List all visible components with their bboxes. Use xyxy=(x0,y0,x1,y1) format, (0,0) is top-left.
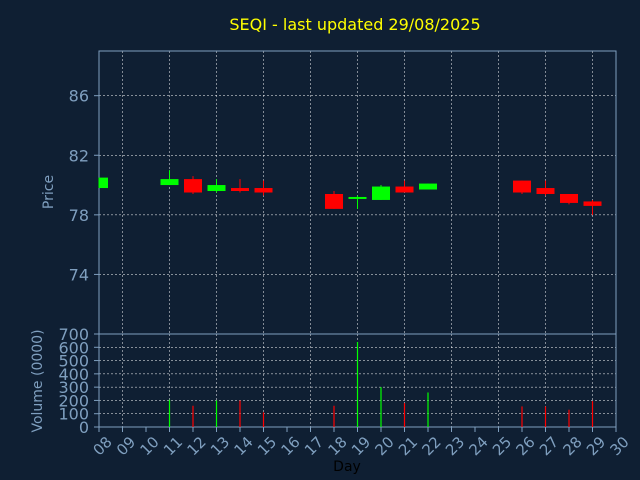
day-tick-label: 17 xyxy=(301,433,327,459)
day-axis-label: Day xyxy=(333,459,361,475)
day-tick-label: 24 xyxy=(466,433,492,459)
day-tick-label: 11 xyxy=(160,433,186,459)
candle-body xyxy=(583,201,602,206)
volume-tick-label: 600 xyxy=(58,338,89,357)
day-tick-label: 13 xyxy=(207,433,233,459)
volume-tick-label: 500 xyxy=(58,352,89,371)
candle-body xyxy=(395,186,414,193)
candle-body xyxy=(513,180,531,193)
day-tick-label: 15 xyxy=(254,433,280,459)
day-tick-label: 18 xyxy=(325,433,351,459)
price-tick-label: 78 xyxy=(69,206,89,225)
candle-body xyxy=(254,188,273,193)
candle-body xyxy=(372,186,390,200)
candles xyxy=(98,170,602,215)
candle-body xyxy=(419,183,437,190)
price-panel: 74 78 82 86 Price xyxy=(41,50,617,335)
candle-body xyxy=(325,193,343,209)
volume-tick-label: 100 xyxy=(58,405,89,424)
day-tick-label: 14 xyxy=(231,433,257,459)
day-tick-label: 19 xyxy=(348,433,374,459)
candle-body xyxy=(348,196,367,199)
day-tick-label: 25 xyxy=(489,433,515,459)
price-tick-label: 82 xyxy=(69,146,89,165)
day-tick-label: 21 xyxy=(395,433,421,459)
candle-body xyxy=(207,185,226,192)
day-tick-label: 10 xyxy=(137,433,163,459)
volume-bars xyxy=(168,341,594,427)
volume-tick-label: 700 xyxy=(58,325,89,344)
chart-title: SEQI - last updated 29/08/2025 xyxy=(229,15,480,34)
day-tick-label: 20 xyxy=(372,433,398,459)
price-ticks: 74 78 82 86 xyxy=(69,87,99,284)
day-tick-label: 23 xyxy=(442,433,468,459)
day-tick-label: 16 xyxy=(278,433,304,459)
day-tick-label: 28 xyxy=(560,433,586,459)
candle-body xyxy=(231,188,249,192)
day-tick-label: 09 xyxy=(113,433,139,459)
volume-tick-label: 200 xyxy=(58,391,89,410)
price-axis-label: Price xyxy=(41,175,57,209)
day-tick-label: 22 xyxy=(419,433,445,459)
price-tick-label: 74 xyxy=(69,265,89,284)
candle-body xyxy=(160,179,179,186)
volume-tick-label: 0 xyxy=(79,418,89,437)
candle-body xyxy=(99,177,108,189)
volume-axis-label: Volume (0000) xyxy=(30,329,46,432)
candle-body xyxy=(560,193,578,203)
day-tick-label: 08 xyxy=(90,433,116,459)
day-tick-label: 12 xyxy=(184,433,210,459)
volume-tick-label: 300 xyxy=(58,378,89,397)
day-tick-label: 29 xyxy=(583,433,609,459)
price-tick-label: 86 xyxy=(69,87,89,106)
day-tick-label: 30 xyxy=(607,433,633,459)
day-ticks: 0809101112131415161718192021222324252627… xyxy=(90,427,633,459)
day-tick-label: 27 xyxy=(536,433,562,459)
volume-tick-label: 400 xyxy=(58,365,89,384)
day-tick-label: 26 xyxy=(513,433,539,459)
candle-body xyxy=(536,188,555,194)
candle-body xyxy=(184,179,202,193)
